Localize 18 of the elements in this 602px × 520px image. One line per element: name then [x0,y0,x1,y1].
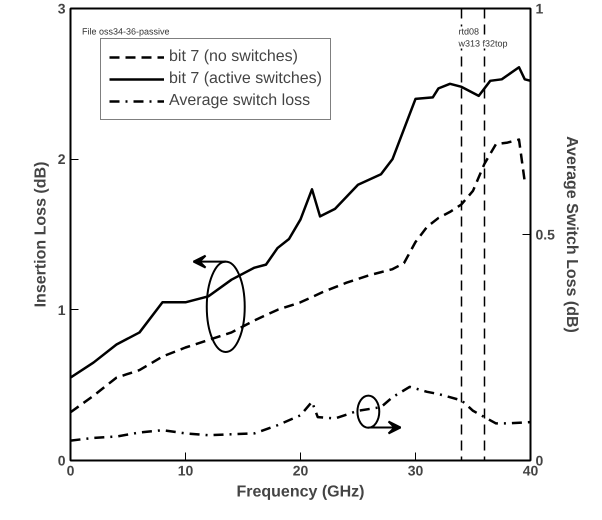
y2-tick-label: 0.5 [536,226,556,242]
y-axis-title: Insertion Loss (dB) [32,162,50,308]
x-tick-label: 20 [292,462,308,478]
annotation: File oss34-36-passive [82,26,170,36]
y2-axis-title: Average Switch Loss (dB) [562,136,580,333]
y-tick-label: 0 [58,452,66,468]
x-tick-label: 10 [178,462,194,478]
legend-label: bit 7 (active switches) [169,70,322,88]
legend-label: Average switch loss [169,92,310,110]
y-tick-label: 2 [58,151,66,168]
y2-tick-label: 1 [536,0,544,16]
legend-label: bit 7 (no switches) [169,48,298,66]
x-tick-label: 30 [408,462,424,478]
annotation: w313 f32top [458,38,508,48]
annotation: rtd08 [458,26,480,36]
y-tick-label: 3 [58,0,66,16]
y-tick-label: 1 [58,302,66,318]
x-axis-title: Frequency (GHz) [236,484,365,500]
